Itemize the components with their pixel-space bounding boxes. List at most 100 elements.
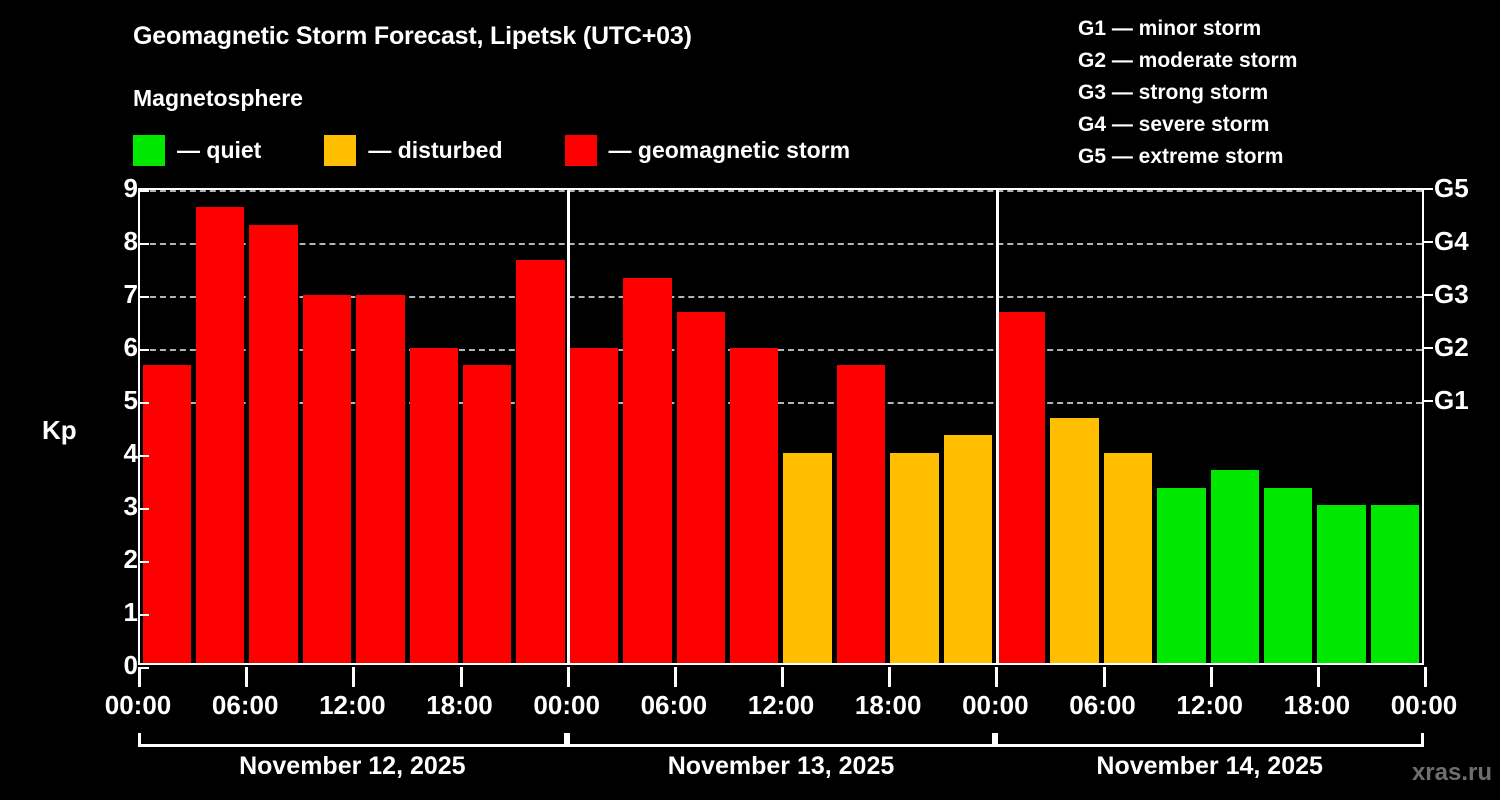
bar[interactable] — [729, 347, 779, 663]
g-tick-label-G3: G3 — [1434, 279, 1469, 309]
date-bracket-3 — [995, 733, 1424, 747]
x-tick-mark-10 — [1209, 667, 1213, 687]
y-axis-left: 0 1 2 3 4 5 6 7 8 9 — [100, 175, 138, 678]
y-axis-right: G1 G2 G3 G4 G5 — [1424, 175, 1500, 665]
bar[interactable] — [142, 365, 191, 663]
x-tick-mark-3 — [459, 667, 463, 687]
bar-slot — [1155, 190, 1208, 663]
bar-slot — [674, 190, 727, 663]
bar-slot — [354, 190, 407, 663]
bar[interactable] — [997, 312, 1046, 663]
bar[interactable] — [409, 347, 458, 663]
g-tick-label-G5: G5 — [1434, 173, 1469, 203]
day-separator-2 — [995, 190, 999, 663]
x-tick-mark-4 — [566, 667, 570, 687]
g-legend-row-1: G1 — minor storm — [1078, 17, 1262, 40]
bar[interactable] — [356, 295, 405, 663]
bar-slot — [621, 190, 674, 663]
date-label-1: November 12, 2025 — [239, 752, 466, 780]
bar[interactable] — [623, 277, 672, 663]
legend-label-storm: — geomagnetic storm — [608, 136, 851, 163]
date-bracket-2 — [566, 733, 996, 747]
legend-label-disturbed: — disturbed — [368, 136, 503, 163]
x-tick-label-12: 00:00 — [1390, 690, 1458, 720]
bar-slot — [781, 190, 834, 663]
x-tick-mark-2 — [352, 667, 356, 687]
y-tick-mark-9 — [140, 190, 149, 192]
x-tick-label-6: 12:00 — [747, 690, 815, 720]
bar-slot — [193, 190, 246, 663]
bar[interactable] — [1157, 488, 1206, 663]
x-tick-label-7: 18:00 — [854, 690, 922, 720]
y-tick-mark-7 — [140, 296, 149, 298]
gridline-kp-5 — [140, 402, 1422, 404]
bar[interactable] — [1210, 470, 1260, 663]
x-tick-mark-5 — [673, 667, 677, 687]
bar[interactable] — [836, 365, 886, 663]
bar-slot — [1048, 190, 1101, 663]
bar[interactable] — [676, 312, 725, 663]
bar[interactable] — [1370, 505, 1420, 663]
bar-slot — [1101, 190, 1154, 663]
bar-slot — [1368, 190, 1421, 663]
y-tick-label-0: 0 — [123, 650, 138, 680]
bar-slot — [995, 190, 1048, 663]
y-tick-label-3: 3 — [123, 491, 138, 521]
legend-swatch-disturbed — [324, 134, 357, 166]
bar-slot — [834, 190, 887, 663]
g-tick-label-G1: G1 — [1434, 385, 1469, 415]
y-tick-mark-1 — [140, 614, 149, 616]
date-label-2: November 13, 2025 — [667, 752, 895, 780]
bar[interactable] — [462, 365, 512, 663]
y-tick-mark-6 — [140, 349, 149, 351]
x-tick-mark-12 — [1424, 667, 1427, 687]
bar[interactable] — [249, 225, 298, 663]
legend-entry-storm: — geomagnetic storm — [564, 133, 851, 167]
g-tick-label-G4: G4 — [1434, 226, 1469, 256]
y-tick-label-7: 7 — [123, 279, 138, 309]
chart-plot-area — [138, 188, 1424, 669]
g-legend-row-2: G2 — moderate storm — [1078, 49, 1298, 72]
g-legend-row-3: G3 — strong storm — [1078, 81, 1269, 104]
x-tick-label-1: 06:00 — [211, 690, 279, 720]
bar[interactable] — [1264, 488, 1313, 663]
g-tick-mark-G4 — [1424, 241, 1433, 243]
y-tick-label-4: 4 — [123, 438, 138, 468]
y-tick-label-5: 5 — [123, 385, 138, 415]
bar-slot — [460, 190, 513, 663]
g-scale-legend: G1 — minor storm G2 — moderate storm G3 — … — [1078, 13, 1297, 173]
bar[interactable] — [1103, 452, 1153, 663]
bar[interactable] — [1317, 505, 1366, 663]
x-tick-label-5: 06:00 — [640, 690, 708, 720]
x-tick-label-8: 00:00 — [962, 690, 1029, 720]
y-tick-label-2: 2 — [123, 544, 138, 574]
x-tick-label-4: 00:00 — [533, 690, 600, 720]
g-tick-mark-G3 — [1424, 294, 1433, 296]
bar[interactable] — [516, 259, 565, 663]
bar-slot — [941, 190, 994, 663]
gridline-kp-7 — [140, 296, 1422, 298]
bar-slot — [727, 190, 780, 663]
bar[interactable] — [783, 452, 832, 663]
x-tick-label-2: 12:00 — [319, 690, 386, 720]
x-tick-mark-6 — [781, 667, 784, 687]
date-bracket-1 — [138, 733, 567, 747]
magnetosphere-label: Magnetosphere — [133, 85, 303, 111]
page-title: Geomagnetic Storm Forecast, Lipetsk (UTC… — [133, 22, 692, 50]
g-legend-row-4: G4 — severe storm — [1078, 113, 1270, 136]
gridline-kp-8 — [140, 243, 1422, 245]
day-separator-1 — [567, 190, 571, 663]
bar[interactable] — [569, 347, 619, 663]
x-tick-mark-7 — [888, 667, 892, 687]
bar-slot — [1262, 190, 1315, 663]
bar[interactable] — [943, 435, 992, 663]
bar[interactable] — [302, 295, 352, 663]
bar[interactable] — [890, 452, 939, 663]
y-tick-label-1: 1 — [123, 597, 138, 627]
bar[interactable] — [1050, 417, 1099, 663]
x-tick-label-9: 06:00 — [1069, 690, 1136, 720]
bar[interactable] — [195, 207, 245, 663]
x-tick-label-11: 18:00 — [1283, 690, 1351, 720]
y-tick-mark-2 — [140, 561, 149, 563]
x-tick-label-0: 00:00 — [104, 690, 172, 720]
